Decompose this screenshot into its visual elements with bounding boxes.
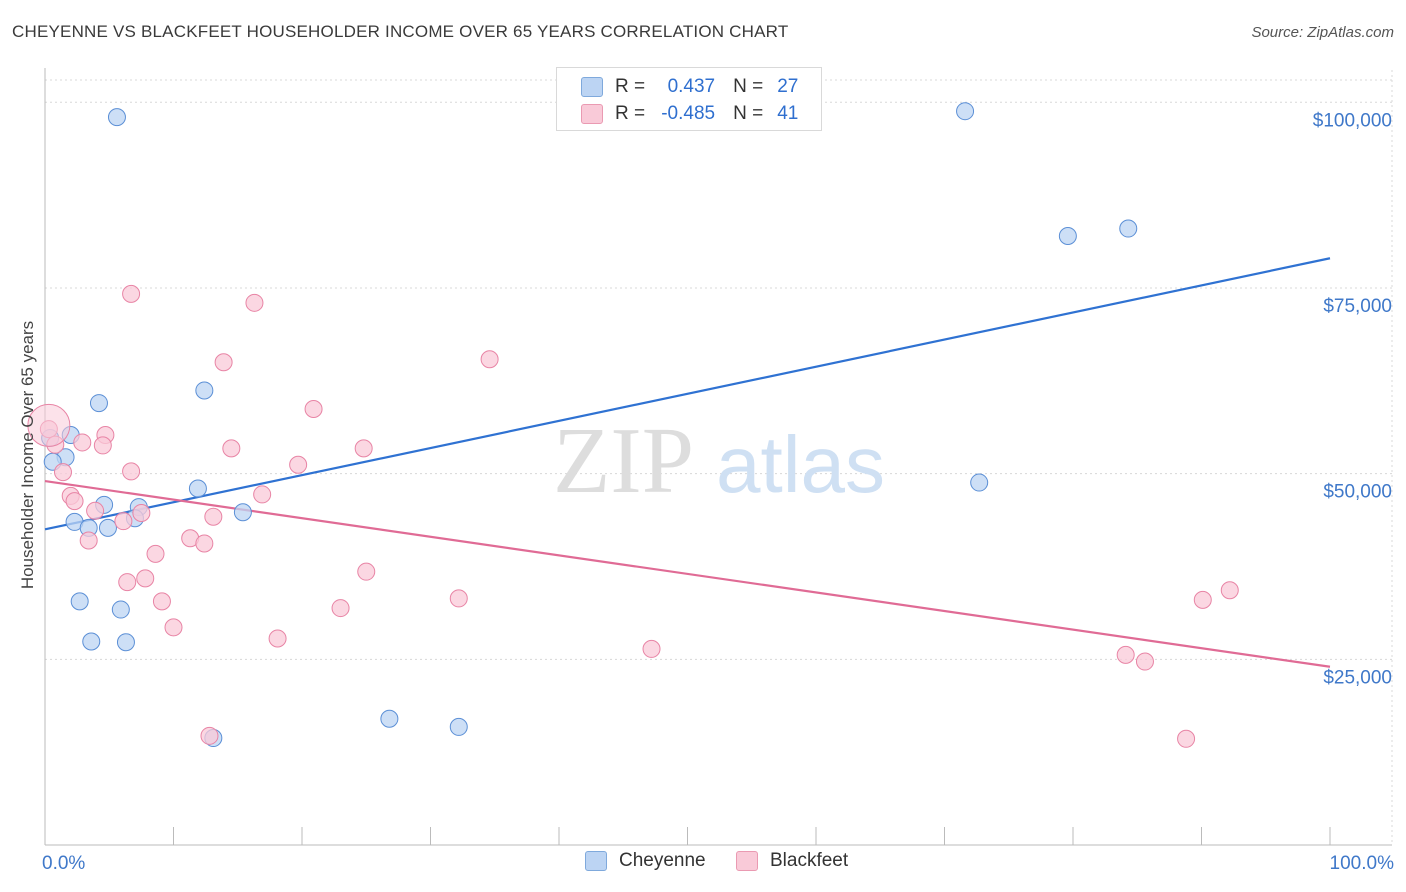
blackfeet-point [357,562,376,581]
cheyenne-point [70,592,89,611]
blackfeet-point [1193,590,1212,609]
blackfeet-point [118,573,137,592]
n-label: N = [733,103,764,124]
blackfeet-point [1177,729,1196,748]
blackfeet-point [289,455,308,474]
cheyenne-swatch [581,77,603,97]
source-credit: Source: ZipAtlas.com [1251,24,1394,41]
blackfeet-point [73,433,92,452]
blackfeet-point [53,463,72,482]
y-tick-label: $50,000 [1323,482,1392,503]
blackfeet-point [195,534,214,553]
blackfeet-point-large [27,403,71,447]
cheyenne-point [1058,226,1077,245]
blackfeet-legend-label: Blackfeet [770,850,849,871]
blackfeet-point [65,492,84,511]
y-tick-label: $75,000 [1323,296,1392,317]
legend-item-cheyenne: Cheyenne [585,850,706,872]
blackfeet-point [93,436,112,455]
n-label: N = [733,76,764,97]
x-tick-label: 0.0% [42,853,85,874]
watermark-atlas: atlas [716,420,885,509]
blackfeet-point [253,485,272,504]
r-label: R = [615,76,646,97]
cheyenne-r-value: 0.437 [667,76,716,97]
blackfeet-point [1116,645,1135,664]
blackfeet-point [200,726,219,745]
blackfeet-swatch [581,104,603,124]
legend-item-blackfeet: Blackfeet [736,850,848,872]
cheyenne-legend-label: Cheyenne [619,850,706,871]
blackfeet-point [331,599,350,618]
cheyenne-point [82,632,101,651]
y-axis-label: Householder Income Over 65 years [18,320,37,590]
cheyenne-point [380,709,399,728]
cheyenne-legend-swatch [585,851,607,871]
blackfeet-point [268,629,287,648]
x-tick-label: 100.0% [1330,853,1395,874]
blackfeet-point [245,293,264,312]
watermark-zip: ZIP [553,409,694,513]
cheyenne-point [449,717,468,736]
blackfeet-point [1135,652,1154,671]
blackfeet-point [86,501,105,520]
blackfeet-point [642,639,661,658]
blackfeet-point [1220,581,1239,600]
cheyenne-point [970,473,989,492]
blackfeet-r-value: -0.485 [661,103,716,124]
y-tick-label: $25,000 [1323,667,1392,688]
blackfeet-point [132,504,151,523]
blackfeet-point [79,531,98,550]
cheyenne-point [107,108,126,127]
cheyenne-point [89,394,108,413]
blackfeet-point [204,507,223,526]
cheyenne-n-value: 27 [777,76,799,97]
blackfeet-point [354,439,373,458]
blackfeet-n-value: 41 [777,103,799,124]
blackfeet-point [136,569,155,588]
cheyenne-point [956,102,975,121]
series-legend: Cheyenne Blackfeet [0,850,1406,878]
chart-title: CHEYENNE VS BLACKFEET HOUSEHOLDER INCOME… [12,22,789,41]
cheyenne-point [116,633,135,652]
blackfeet-point [304,400,323,419]
y-tick-label: $100,000 [1313,110,1392,131]
blackfeet-point [122,462,141,481]
cheyenne-trend-line [44,257,1331,531]
blackfeet-point [214,353,233,372]
cheyenne-point [188,479,207,498]
blackfeet-point [114,512,133,531]
blackfeet-point [146,544,165,563]
legend-row-blackfeet: R = -0.485 N = 41 [557,101,798,127]
blackfeet-point [152,592,171,611]
blackfeet-legend-swatch [736,851,758,871]
r-label: R = [615,103,646,124]
blackfeet-point [449,589,468,608]
cheyenne-point [111,600,130,619]
cheyenne-point [1119,219,1138,238]
blackfeet-point [122,284,141,303]
cheyenne-point [233,503,252,522]
correlation-legend: R = 0.437 N = 27 R = -0.485 N = 41 [556,67,822,131]
legend-row-cheyenne: R = 0.437 N = 27 [557,74,798,100]
blackfeet-point [480,350,499,369]
blackfeet-point [164,618,183,637]
blackfeet-trend-line [44,479,1331,668]
cheyenne-point [98,518,117,537]
blackfeet-point [222,439,241,458]
cheyenne-point [195,381,214,400]
